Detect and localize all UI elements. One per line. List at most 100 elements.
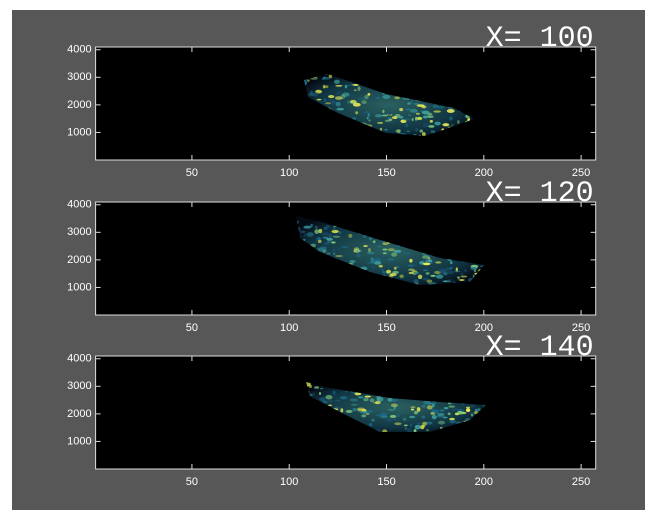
speckle: [370, 98, 375, 101]
speckle: [403, 418, 406, 421]
speckle: [340, 94, 345, 99]
speckle: [408, 269, 415, 271]
speckle: [332, 249, 335, 252]
speckle: [333, 252, 335, 255]
speckle: [335, 255, 343, 257]
speckle: [399, 108, 403, 111]
speckle: [331, 241, 335, 243]
speckle: [423, 116, 428, 119]
speckle: [404, 424, 408, 426]
speckle: [415, 117, 417, 121]
speckle: [323, 77, 326, 79]
speckle: [327, 253, 331, 255]
speckle: [365, 396, 372, 398]
y-tick-label: 3000: [67, 226, 91, 238]
speckle: [430, 130, 435, 133]
speckle: [408, 114, 411, 116]
speckle: [341, 246, 349, 248]
speckle: [367, 117, 369, 120]
speckle: [388, 121, 395, 123]
speckle: [388, 112, 392, 115]
speckle: [303, 226, 311, 229]
speckle: [346, 410, 353, 413]
x-tick-label: 150: [377, 322, 395, 334]
speckle: [403, 252, 411, 254]
speckle: [300, 231, 306, 233]
speckle: [407, 102, 411, 104]
speckle: [418, 275, 422, 280]
speckle: [368, 119, 370, 121]
speckle: [464, 269, 466, 271]
speckle: [410, 406, 415, 408]
speckle: [381, 269, 384, 271]
speckle: [388, 409, 395, 411]
speckle: [368, 113, 370, 117]
x-tick-label: 100: [280, 476, 298, 488]
speckle: [422, 125, 427, 127]
speckle: [387, 258, 394, 261]
speckle: [315, 226, 318, 230]
speckle: [428, 125, 435, 128]
speckle: [356, 254, 361, 258]
speckle: [412, 118, 414, 121]
speckle: [432, 402, 434, 404]
speckle: [414, 272, 419, 274]
speckle: [414, 411, 418, 414]
speckle: [321, 232, 329, 235]
x-tick-label: 50: [186, 167, 198, 179]
speckle: [360, 411, 366, 413]
speckle: [447, 271, 454, 274]
speckle: [350, 94, 355, 97]
speckle: [371, 265, 375, 269]
speckle: [358, 396, 364, 398]
y-tick-label: 4000: [67, 44, 91, 56]
speckle: [323, 85, 325, 89]
speckle: [307, 232, 314, 237]
speckle: [385, 129, 388, 131]
speckle: [317, 99, 322, 101]
speckle: [450, 267, 453, 269]
speckle: [401, 411, 403, 414]
speckle: [380, 128, 382, 131]
speckle: [353, 103, 361, 107]
speckle: [449, 418, 455, 421]
speckle: [470, 405, 476, 408]
speckle: [382, 110, 384, 113]
speckle: [439, 409, 444, 411]
speckle: [466, 409, 470, 412]
speckle: [444, 407, 449, 409]
speckle: [394, 96, 399, 99]
speckle: [421, 405, 426, 408]
speckle: [328, 404, 332, 406]
speckle: [457, 120, 459, 124]
speckle: [374, 261, 381, 265]
speckle: [398, 116, 403, 119]
speckle: [382, 248, 387, 250]
speckle: [423, 263, 431, 266]
x-tick-label: 150: [377, 476, 395, 488]
speckle: [320, 247, 326, 251]
speckle: [419, 130, 423, 133]
speckle: [449, 420, 456, 423]
speckle: [339, 231, 341, 234]
x-tick-label: 150: [377, 167, 395, 179]
speckle: [335, 400, 341, 402]
speckle: [410, 109, 418, 113]
speckle: [470, 267, 477, 270]
speckle: [331, 230, 338, 233]
speckle: [333, 226, 336, 230]
speckle: [392, 116, 398, 119]
speckle: [471, 413, 473, 416]
speckle: [324, 98, 327, 102]
speckle: [406, 108, 411, 110]
speckle: [382, 271, 386, 273]
speckle: [430, 412, 435, 414]
speckle: [336, 102, 341, 107]
speckle: [367, 252, 375, 255]
speckle: [317, 237, 320, 240]
speckle: [415, 425, 421, 429]
speckle: [394, 267, 397, 270]
speckle: [365, 111, 370, 113]
speckle: [367, 410, 373, 414]
y-tick-label: 3000: [67, 380, 91, 392]
